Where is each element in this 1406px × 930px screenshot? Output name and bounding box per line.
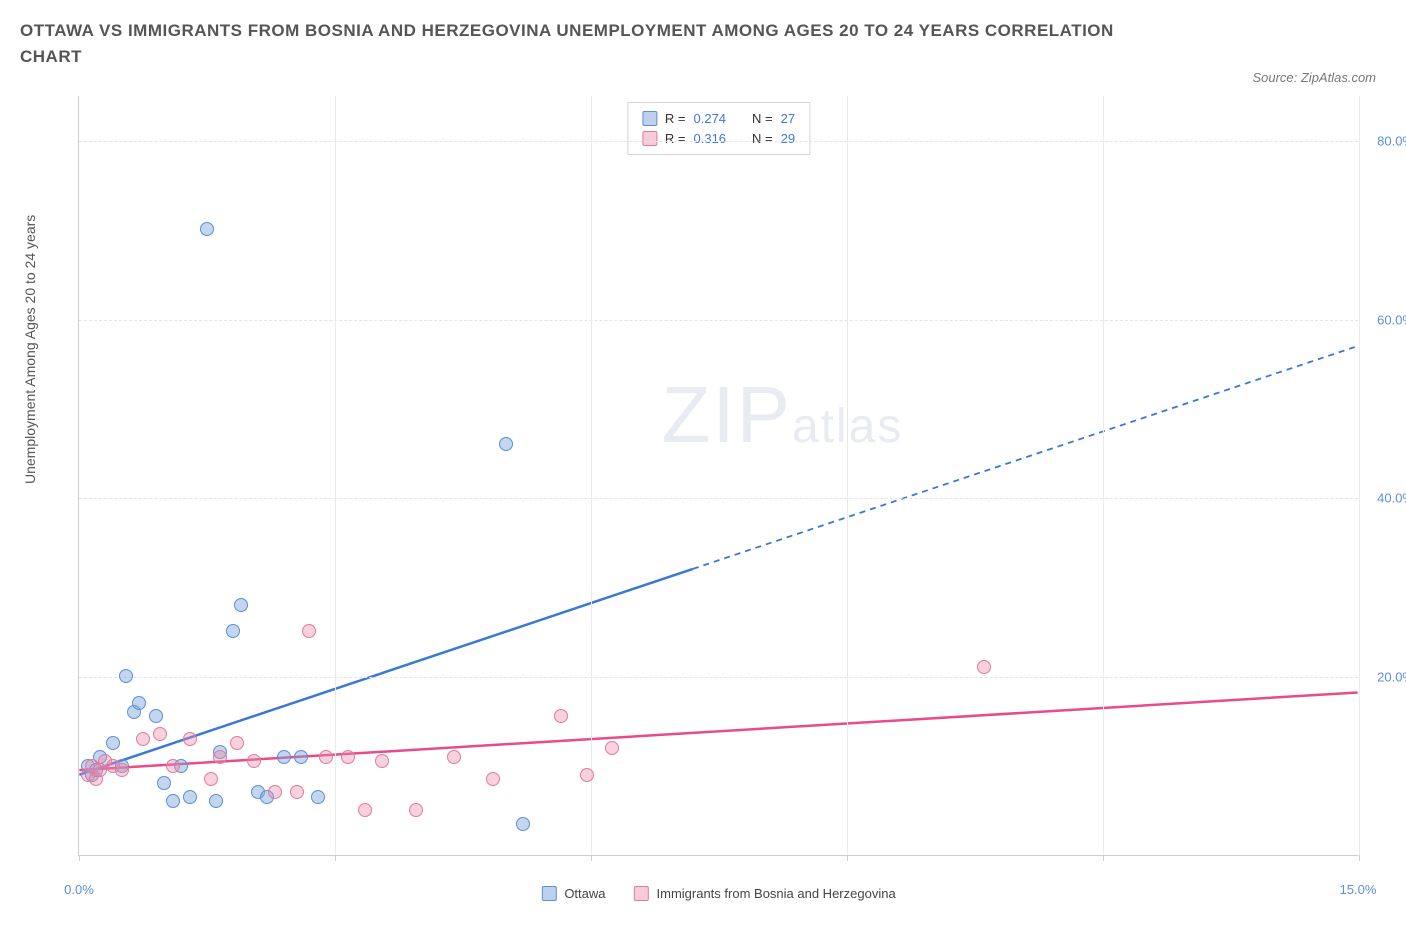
legend-r-value: 0.316 <box>693 129 726 149</box>
pink-point <box>290 785 304 799</box>
y-tick-label: 20.0% <box>1377 670 1406 685</box>
legend-r-label: R = <box>665 129 686 149</box>
legend-n-value: 27 <box>781 109 795 129</box>
gridline-h <box>79 320 1358 321</box>
pink-point <box>213 750 227 764</box>
blue-point <box>157 776 171 790</box>
chart-title: OTTAWA VS IMMIGRANTS FROM BOSNIA AND HER… <box>20 18 1120 69</box>
blue-point <box>183 790 197 804</box>
blue-point <box>226 624 240 638</box>
y-tick-label: 80.0% <box>1377 133 1406 148</box>
pink-point <box>230 736 244 750</box>
legend-r-value: 0.274 <box>693 109 726 129</box>
legend-swatch <box>634 886 649 901</box>
pink-point <box>580 768 594 782</box>
legend-swatch <box>642 111 657 126</box>
blue-point <box>209 794 223 808</box>
gridline-v <box>1359 96 1360 855</box>
x-tick-mark <box>1103 855 1104 861</box>
pink-point <box>247 754 261 768</box>
pink-point <box>183 732 197 746</box>
blue-point <box>149 709 163 723</box>
legend-item: Ottawa <box>541 886 605 901</box>
x-axis-min-label: 0.0% <box>64 882 94 897</box>
x-tick-mark <box>591 855 592 861</box>
pink-point <box>554 709 568 723</box>
y-axis-label: Unemployment Among Ages 20 to 24 years <box>22 215 38 484</box>
plot-region: ZIPatlas R =0.274N =27R =0.316N =29 Otta… <box>78 96 1358 856</box>
y-tick-label: 40.0% <box>1377 491 1406 506</box>
legend-label: Immigrants from Bosnia and Herzegovina <box>657 886 896 901</box>
legend-n-label: N = <box>752 129 773 149</box>
blue-point <box>516 817 530 831</box>
legend-r-label: R = <box>665 109 686 129</box>
x-axis-max-label: 15.0% <box>1340 882 1377 897</box>
chart-area: Unemployment Among Ages 20 to 24 years Z… <box>58 96 1378 886</box>
pink-point <box>268 785 282 799</box>
x-tick-mark <box>335 855 336 861</box>
blue-point <box>234 598 248 612</box>
gridline-v <box>335 96 336 855</box>
source-attribution: Source: ZipAtlas.com <box>1252 70 1376 85</box>
gridline-v <box>591 96 592 855</box>
legend-label: Ottawa <box>564 886 605 901</box>
legend-stat-row: R = 0.274 N = 27 <box>642 109 795 129</box>
pink-point <box>375 754 389 768</box>
blue-point <box>119 669 133 683</box>
blue-point <box>294 750 308 764</box>
x-tick-mark <box>1359 855 1360 861</box>
legend-swatch <box>541 886 556 901</box>
pink-point <box>409 803 423 817</box>
pink-point <box>166 759 180 773</box>
pink-point <box>341 750 355 764</box>
gridline-h <box>79 677 1358 678</box>
pink-point <box>153 727 167 741</box>
gridline-v <box>1103 96 1104 855</box>
pink-point <box>605 741 619 755</box>
x-tick-mark <box>847 855 848 861</box>
pink-point <box>447 750 461 764</box>
y-tick-label: 60.0% <box>1377 312 1406 327</box>
gridline-v <box>847 96 848 855</box>
pink-point <box>115 763 129 777</box>
pink-point <box>977 660 991 674</box>
blue-point <box>200 222 214 236</box>
x-tick-mark <box>79 855 80 861</box>
pink-point <box>204 772 218 786</box>
blue-point <box>277 750 291 764</box>
pink-point <box>136 732 150 746</box>
legend-stats: R = 0.274 N = 27 R = 0.316 N = 29 <box>627 102 810 155</box>
pink-point <box>319 750 333 764</box>
legend-swatch <box>642 131 657 146</box>
legend-stat-row: R = 0.316 N = 29 <box>642 129 795 149</box>
pink-point <box>358 803 372 817</box>
gridline-h <box>79 141 1358 142</box>
blue-point <box>166 794 180 808</box>
blue-point <box>106 736 120 750</box>
blue-point <box>132 696 146 710</box>
trend-lines <box>79 96 1358 855</box>
gridline-h <box>79 498 1358 499</box>
legend-item: Immigrants from Bosnia and Herzegovina <box>634 886 896 901</box>
legend-series: Ottawa Immigrants from Bosnia and Herzego… <box>541 886 895 901</box>
pink-point <box>486 772 500 786</box>
blue-point <box>311 790 325 804</box>
blue-point <box>499 437 513 451</box>
legend-n-label: N = <box>752 109 773 129</box>
pink-point <box>302 624 316 638</box>
legend-n-value: 29 <box>781 129 795 149</box>
